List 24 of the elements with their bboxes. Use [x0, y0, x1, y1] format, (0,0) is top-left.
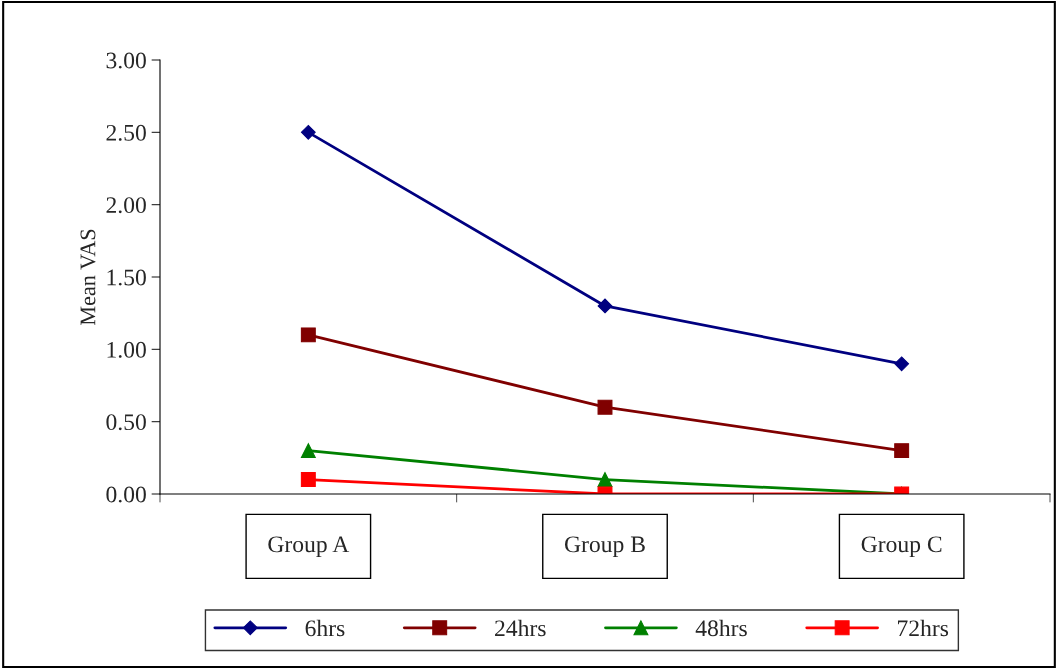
legend-label: 6hrs	[305, 619, 345, 637]
point	[300, 443, 316, 459]
legend-label: 48hrs	[695, 619, 747, 637]
y-tick-label: 2.00	[106, 197, 146, 214]
y-tick-label: 1.00	[107, 341, 146, 358]
point	[300, 472, 316, 487]
y-tick-label: 1.50	[107, 269, 146, 286]
y-tick-label: 0.00	[106, 486, 146, 503]
y-tick-label: 0.50	[106, 414, 146, 431]
y-tick-label: 3.00	[106, 52, 146, 69]
x-tick-label: Group A	[268, 536, 350, 558]
point	[300, 124, 316, 140]
point	[597, 472, 613, 487]
x-tick-label: Group B	[564, 536, 645, 558]
point	[597, 399, 613, 415]
point	[894, 443, 910, 459]
legend-label: 24hrs	[495, 619, 546, 637]
point	[300, 327, 316, 343]
point	[597, 298, 613, 314]
y-axis-title: Mean VAS	[80, 229, 96, 326]
legend-label: 72hrs	[898, 619, 949, 637]
point	[894, 356, 910, 372]
y-tick-label: 2.50	[106, 124, 146, 141]
x-tick-label: Group C	[861, 536, 942, 558]
